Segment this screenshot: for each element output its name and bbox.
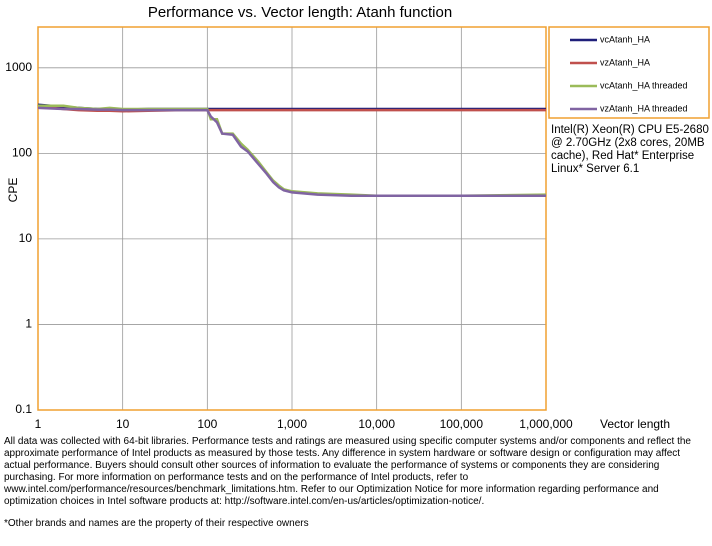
x-tick-label: 100	[197, 417, 217, 431]
y-tick-label: 1000	[5, 60, 32, 74]
x-tick-label: 1	[35, 417, 42, 431]
legend-box	[548, 26, 710, 119]
x-tick-label: 1,000	[277, 417, 307, 431]
legend-label: vzAtanh_HA	[600, 57, 650, 67]
x-tick-label: 10	[116, 417, 130, 431]
legend-label: vzAtanh_HA threaded	[600, 103, 688, 113]
chart-title: Performance vs. Vector length: Atanh fun…	[148, 4, 452, 21]
annotation: Intel(R) Xeon(R) CPU E5-2680 @ 2.70GHz (…	[551, 124, 709, 175]
y-tick-label: 10	[19, 231, 33, 245]
footnote-2: *Other brands and names are the property…	[4, 518, 309, 529]
plot-border	[37, 26, 547, 411]
y-tick-label: 1	[25, 317, 32, 331]
chart: Performance vs. Vector length: Atanh fun…	[5, 4, 710, 431]
legend-label: vcAtanh_HA	[600, 34, 650, 44]
x-axis-label: Vector length	[600, 417, 670, 431]
y-axis-label: CPE	[6, 178, 20, 203]
x-tick-label: 100,000	[440, 417, 484, 431]
x-tick-label: 1,000,000	[519, 417, 573, 431]
legend-label: vcAtanh_HA threaded	[600, 80, 688, 90]
series-line	[37, 106, 546, 197]
x-tick-label: 10,000	[358, 417, 395, 431]
y-tick-label: 100	[12, 146, 32, 160]
footnote: All data was collected with 64-bit libra…	[4, 436, 691, 507]
y-tick-label: 0.1	[15, 402, 32, 416]
